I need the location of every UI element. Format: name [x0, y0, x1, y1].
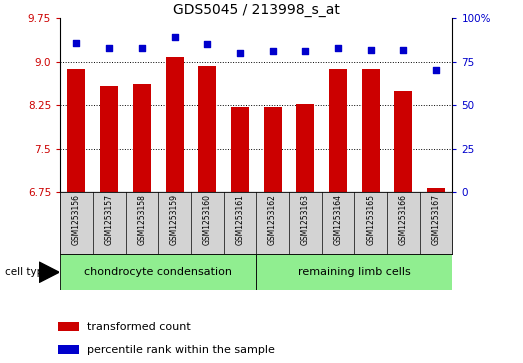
- Bar: [67, 69, 85, 192]
- Bar: [427, 188, 445, 192]
- Bar: [231, 107, 249, 192]
- Text: GSM1253162: GSM1253162: [268, 194, 277, 245]
- Text: remaining limb cells: remaining limb cells: [298, 267, 411, 277]
- Bar: [133, 84, 151, 192]
- Point: [334, 45, 342, 51]
- Point: [138, 45, 146, 51]
- Text: chondrocyte condensation: chondrocyte condensation: [84, 267, 232, 277]
- Text: cell type: cell type: [5, 267, 50, 277]
- Text: percentile rank within the sample: percentile rank within the sample: [87, 345, 275, 355]
- Point: [367, 46, 375, 52]
- Bar: [362, 69, 380, 192]
- Text: GSM1253167: GSM1253167: [431, 194, 440, 245]
- Text: GSM1253165: GSM1253165: [366, 194, 375, 245]
- Text: GSM1253157: GSM1253157: [105, 194, 113, 245]
- Bar: [394, 91, 412, 192]
- Point: [268, 48, 277, 54]
- Bar: [58, 322, 78, 331]
- Point: [301, 48, 310, 54]
- Point: [432, 68, 440, 73]
- Bar: [166, 57, 184, 192]
- Bar: [264, 107, 281, 192]
- Polygon shape: [39, 262, 59, 282]
- Point: [105, 45, 113, 51]
- Point: [203, 41, 211, 47]
- Text: GSM1253163: GSM1253163: [301, 194, 310, 245]
- Text: GSM1253159: GSM1253159: [170, 194, 179, 245]
- Text: GSM1253164: GSM1253164: [334, 194, 343, 245]
- Point: [236, 50, 244, 56]
- Bar: [256, 254, 452, 290]
- Bar: [100, 86, 118, 192]
- Text: GSM1253158: GSM1253158: [138, 194, 146, 245]
- Bar: [329, 69, 347, 192]
- Bar: [297, 103, 314, 192]
- Text: transformed count: transformed count: [87, 322, 190, 332]
- Text: GSM1253160: GSM1253160: [203, 194, 212, 245]
- Point: [72, 40, 81, 45]
- Point: [399, 46, 407, 52]
- Text: GSM1253166: GSM1253166: [399, 194, 408, 245]
- Bar: [60, 254, 256, 290]
- Text: GSM1253156: GSM1253156: [72, 194, 81, 245]
- Bar: [198, 66, 216, 192]
- Title: GDS5045 / 213998_s_at: GDS5045 / 213998_s_at: [173, 3, 340, 17]
- Point: [170, 34, 179, 40]
- Bar: [58, 345, 78, 354]
- Text: GSM1253161: GSM1253161: [235, 194, 244, 245]
